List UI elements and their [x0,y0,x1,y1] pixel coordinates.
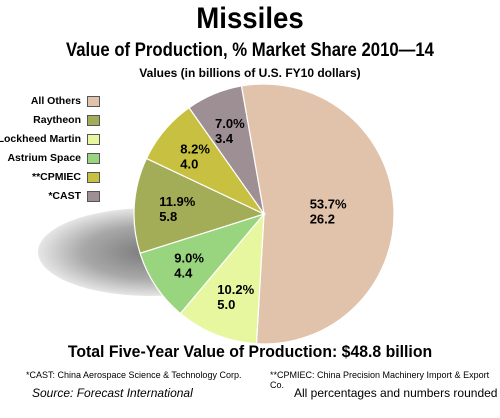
legend-label: Lockheed Martin [0,133,81,145]
legend-item-lockheed-martin: Lockheed Martin [0,131,100,147]
slice-value-label: 26.2 [310,212,335,227]
legend-swatch [87,152,100,164]
slice-value-label: 5.0 [217,297,235,312]
slice-percent-label: 8.2% [180,142,210,157]
source-note: Source: Forecast International [32,386,193,400]
legend-label: **CPMIEC [31,171,81,183]
slice-percent-label: 10.2% [217,282,254,297]
slice-percent-label: 11.9% [159,194,196,209]
slice-percent-label: 9.0% [174,251,204,266]
slice-value-label: 3.4 [215,131,234,146]
rounding-note: All percentages and numbers rounded [294,386,498,400]
legend-label: *CAST [48,190,81,202]
legend-swatch [87,171,100,183]
chart-subtitle: Value of Production, % Market Share 2010… [66,40,434,61]
slice-value-label: 4.4 [174,266,193,281]
pie-slice-cast [188,85,265,215]
slice-percent-label: 7.0% [215,116,245,131]
legend-item-astrium-space: Astrium Space [7,150,100,166]
pie-slice-astrium-space [133,157,266,254]
slice-value-label: 4.0 [180,157,198,172]
slice-percent-label: 53.7% [310,197,347,212]
legend-item-raytheon: Raytheon [33,112,100,128]
pie-slice-all-others [240,83,395,345]
legend-label: All Others [30,95,81,107]
slice-value-label: 5.8 [159,209,177,224]
legend-item-all-others: All Others [31,93,100,109]
legend-swatch [87,133,100,145]
units-note: Values (in billions of U.S. FY10 dollars… [139,66,361,80]
cpmiec-footnote: **CPMIEC: China Precision Machinery Impo… [270,370,490,390]
legend-label: Astrium Space [7,152,81,164]
legend-item-cast: *CAST [48,188,100,204]
legend-swatch [87,114,100,126]
pie-slice-raytheon [179,212,265,345]
chart-title: Missiles [196,2,304,35]
legend-swatch [87,95,100,107]
legend-swatch [87,190,100,202]
total-value: Total Five-Year Value of Production: $48… [67,342,433,361]
cast-footnote: *CAST: China Aerospace Science & Technol… [26,370,242,380]
legend-label: Raytheon [33,114,81,126]
legend-item-cpmiec: **CPMIEC [32,169,100,185]
